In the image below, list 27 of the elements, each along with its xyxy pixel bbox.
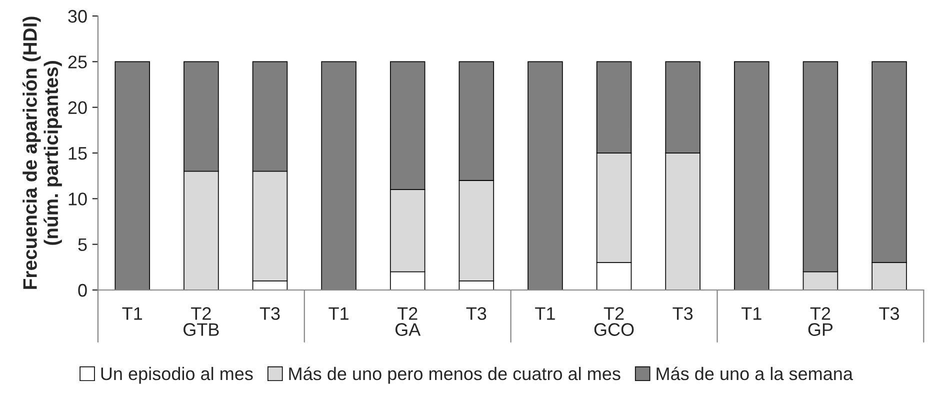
x-tick-label: T1 [535,307,555,320]
x-tick-label: T2 [191,307,211,320]
x-tick-label: T1 [742,307,762,320]
y-tick-label: 10 [68,192,87,206]
x-tick-label: T3 [672,307,693,320]
x-tick-label: T1 [122,307,142,320]
text: GCO [594,323,634,336]
text: GTB [184,323,219,336]
x-tick-label: T2 [397,307,418,320]
x-tick-label: T3 [879,307,900,320]
y-tick-label: 25 [68,56,87,68]
y-axis-title: Frecuencia de aparición (HDI) (núm. participantes) [22,16,62,289]
y-tick-label: 30 [68,10,87,23]
y-tick-label: 15 [68,147,87,160]
text: GA [395,323,421,336]
legend-label: Más de uno pero menos de cuatro al mes [289,366,620,384]
y-tick-label: 20 [68,101,87,114]
x-tick-label: T2 [810,307,830,320]
legend-label: Un episodio al mes [101,366,253,384]
text: GP [808,323,833,336]
y-tick-label: 0 [78,284,87,297]
legend-label: Más de uno a la semana [656,366,853,380]
x-tick-label: T3 [260,307,280,320]
x-tick-label: T2 [604,307,624,320]
x-tick-label: T1 [328,307,348,320]
x-tick-label: T3 [466,307,486,320]
y-tick-label: 5 [78,238,87,252]
